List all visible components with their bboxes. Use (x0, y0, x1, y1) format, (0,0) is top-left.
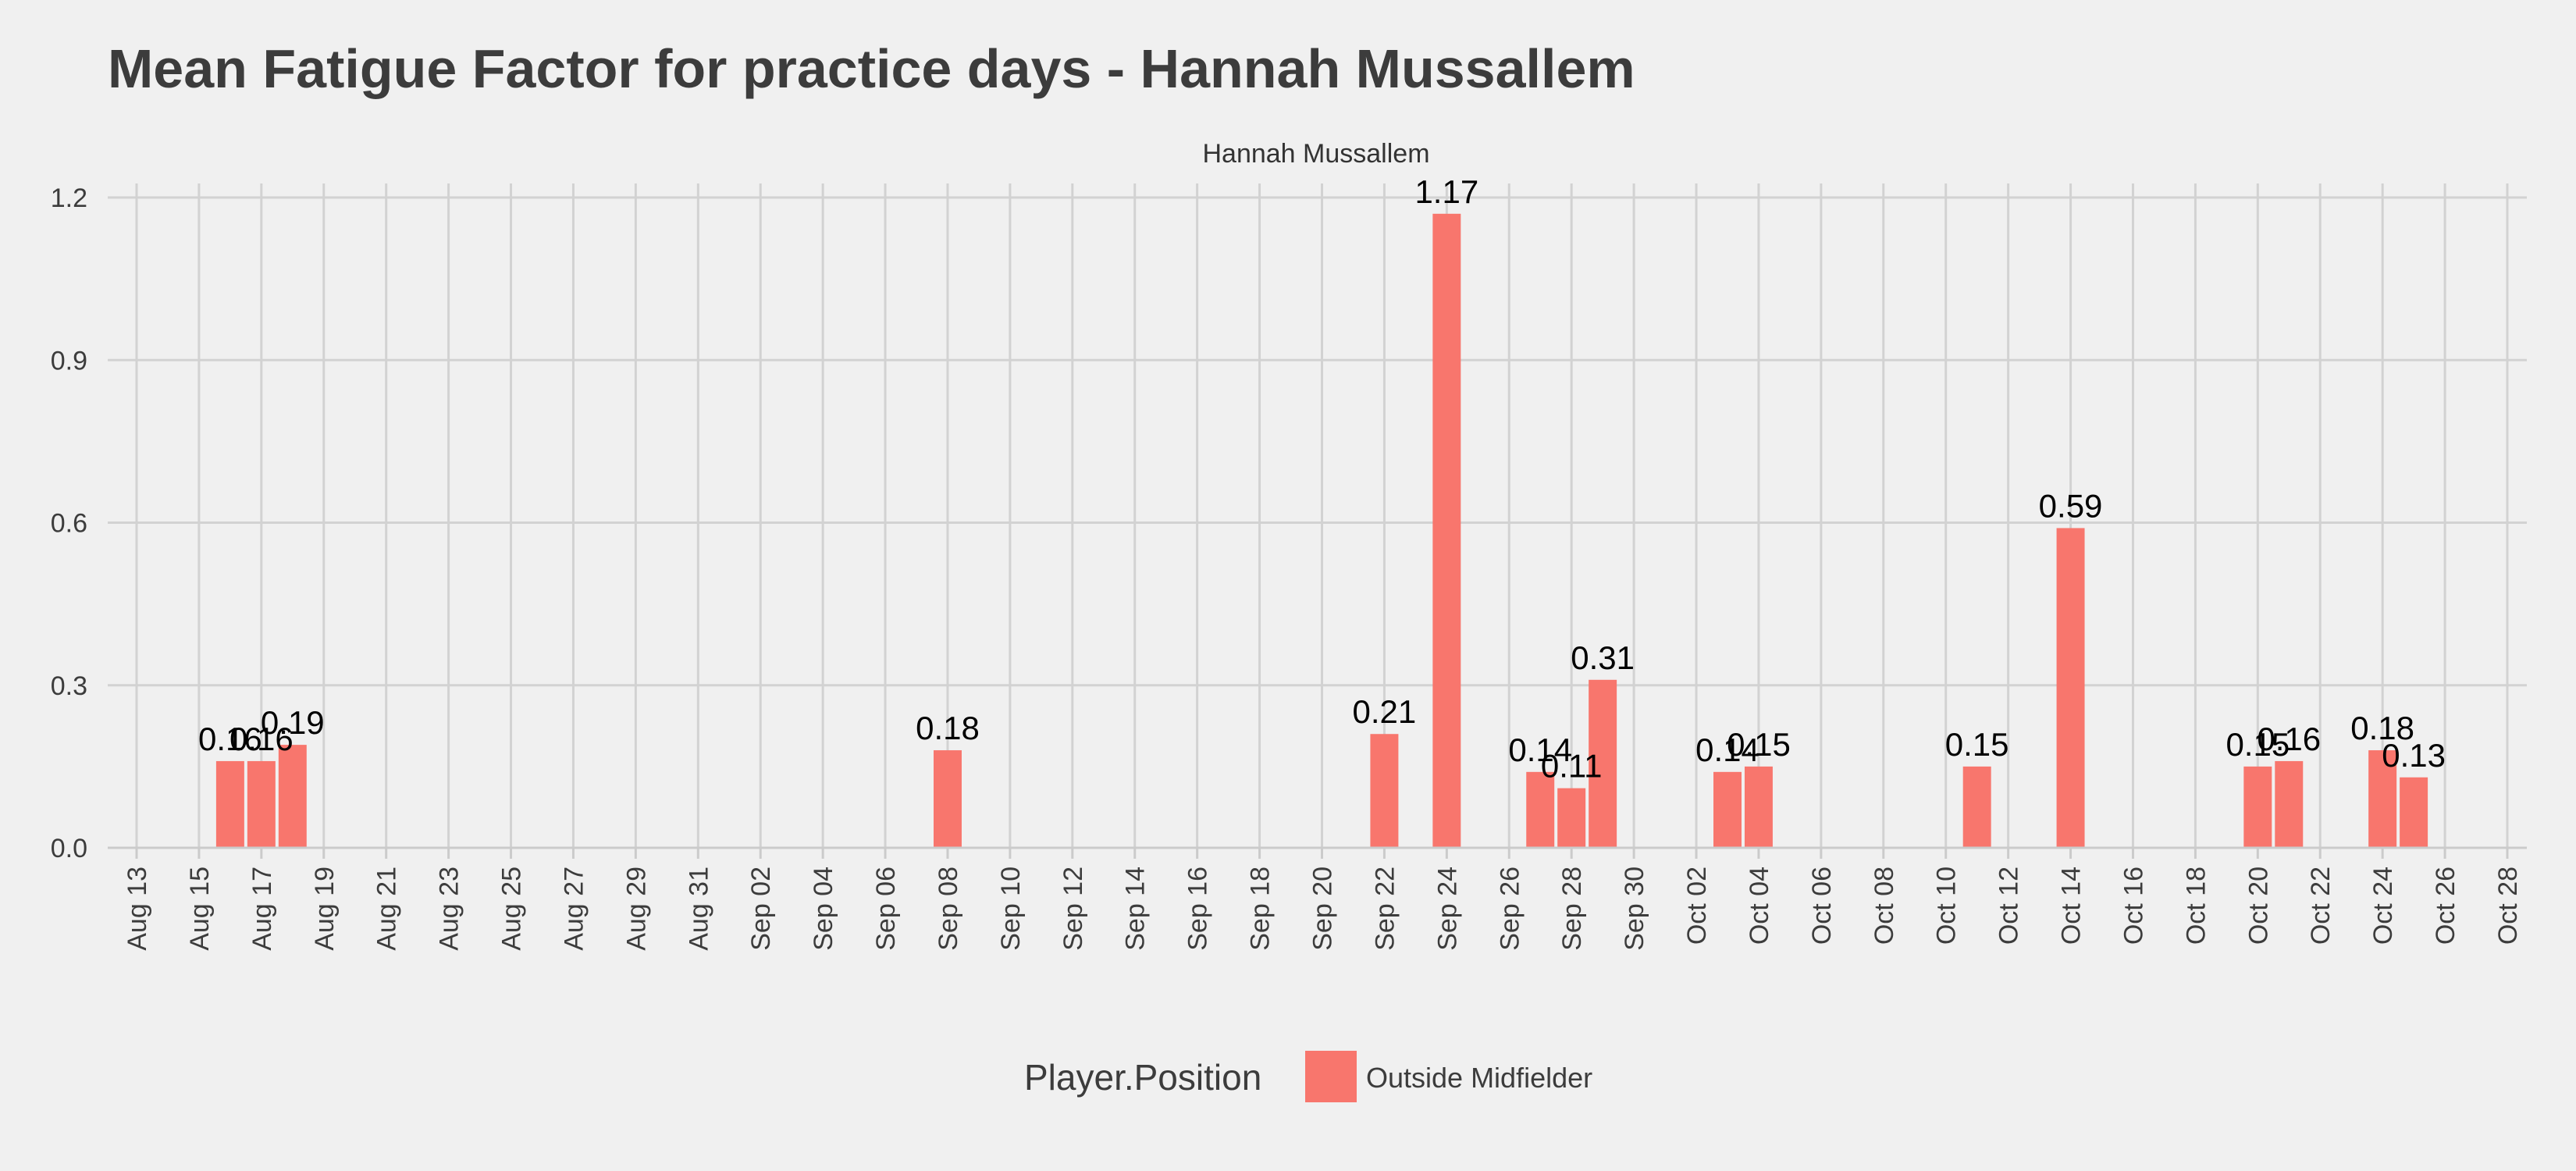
bars-layer (215, 213, 2428, 848)
legend-swatch (1305, 1051, 1357, 1102)
bar-value-label: 1.17 (1414, 173, 1478, 210)
y-tick-label: 0.9 (51, 346, 87, 376)
x-tick-label: Sep 30 (1620, 867, 1649, 951)
x-tick-label: Sep 04 (809, 867, 838, 951)
chart-title: Mean Fatigue Factor for practice days - … (108, 38, 1635, 99)
bar-value-label: 0.16 (2257, 721, 2321, 757)
axes-layer: 0.0 0.3 0.6 0.9 1.2 Aug 13 Aug 15 Aug 17 Aug 19 A… (51, 183, 2527, 951)
x-tick-label: Oct 20 (2243, 867, 2273, 945)
bar-labels-layer: 0.160.160.19 0.18 0.211.170.140.110.310.14… (198, 173, 2446, 785)
x-tick-label: Oct 02 (1682, 867, 1712, 945)
x-tick-label: Oct 14 (2057, 867, 2087, 945)
x-tick-label: Sep 22 (1370, 867, 1400, 951)
x-tick-label: Oct 22 (2306, 867, 2336, 945)
bar (247, 760, 276, 848)
x-tick-label: Oct 18 (2181, 867, 2211, 945)
bar-value-label: 0.16 (198, 721, 262, 757)
bar-value-label: 0.15 (1727, 726, 1791, 763)
bar-value-label: 0.19 (261, 704, 325, 741)
x-tick-label: Sep 08 (934, 867, 963, 951)
x-tick-label: Sep 06 (871, 867, 901, 951)
bar (1962, 766, 1991, 848)
x-tick-label: Oct 10 (1932, 867, 1962, 945)
legend: Player.Position Outside Midfielder (1024, 1051, 1592, 1102)
bar (278, 745, 307, 848)
facet-label: Hannah Mussallem (1202, 139, 1429, 169)
x-tick-label: Sep 26 (1495, 867, 1525, 951)
bar (2368, 750, 2397, 848)
grid-layer (108, 183, 2527, 849)
bar-value-label: 0.13 (2382, 737, 2446, 774)
bar (1557, 788, 1586, 848)
bar (2275, 760, 2304, 848)
bar-value-label: 0.14 (1508, 731, 1572, 768)
x-tick-label: Sep 12 (1059, 867, 1088, 951)
x-tick-label: Oct 12 (1994, 867, 2024, 945)
x-tick-label: Aug 21 (372, 867, 402, 951)
bar (1432, 213, 1461, 848)
x-tick-label: Sep 20 (1308, 867, 1338, 951)
x-tick-label: Sep 16 (1183, 867, 1213, 951)
x-tick-label: Sep 14 (1121, 867, 1151, 951)
bar-value-label: 0.59 (2039, 487, 2103, 524)
x-tick-label: Aug 19 (310, 867, 340, 951)
x-tick-label: Aug 29 (621, 867, 651, 951)
y-tick-label: 0.3 (51, 671, 87, 701)
bar-value-label: 0.11 (1541, 748, 1603, 785)
bar (1744, 766, 1773, 848)
x-tick-label: Aug 25 (497, 867, 527, 951)
legend-label: Outside Midfielder (1366, 1062, 1592, 1094)
bar (2243, 766, 2272, 848)
bar (1589, 679, 1617, 848)
bar (2400, 777, 2428, 848)
x-tick-label: Sep 10 (996, 867, 1026, 951)
bar-value-label: 0.18 (2350, 710, 2414, 746)
x-tick-label: Oct 16 (2119, 867, 2148, 945)
x-tick-label: Sep 18 (1246, 867, 1276, 951)
bar (1713, 771, 1742, 848)
bar-value-label: 0.15 (1945, 726, 2009, 763)
x-tick-label: Oct 28 (2493, 867, 2523, 945)
x-tick-label: Oct 26 (2431, 867, 2460, 945)
bar-value-label: 0.18 (916, 710, 980, 746)
bar (215, 760, 244, 848)
bar (933, 750, 962, 848)
legend-title: Player.Position (1024, 1057, 1261, 1098)
x-tick-label: Sep 24 (1432, 867, 1462, 951)
x-tick-label: Aug 27 (559, 867, 589, 951)
x-tick-label: Oct 04 (1745, 867, 1774, 945)
bar (1370, 734, 1399, 848)
bar-value-label: 0.31 (1571, 639, 1635, 676)
y-tick-label: 0.0 (51, 834, 87, 863)
x-tick-label: Oct 08 (1870, 867, 1899, 945)
x-tick-label: Aug 15 (185, 867, 215, 951)
x-tick-label: Aug 31 (684, 867, 713, 951)
x-tick-label: Sep 02 (746, 867, 776, 951)
x-tick-label: Aug 23 (435, 867, 464, 951)
bar-value-label: 0.14 (1695, 731, 1759, 768)
x-tick-label: Oct 06 (1807, 867, 1837, 945)
bar-value-label: 0.16 (229, 721, 294, 757)
x-tick-label: Oct 24 (2368, 867, 2398, 945)
x-tick-label: Aug 13 (123, 867, 152, 951)
bar (1526, 771, 1555, 848)
y-tick-label: 1.2 (51, 183, 87, 213)
x-tick-label: Sep 28 (1557, 867, 1587, 951)
y-tick-label: 0.6 (51, 509, 87, 539)
bar-value-label: 0.15 (2226, 726, 2290, 763)
bar (2056, 528, 2085, 848)
x-tick-label: Aug 17 (247, 867, 277, 951)
bar-value-label: 0.21 (1353, 693, 1417, 730)
